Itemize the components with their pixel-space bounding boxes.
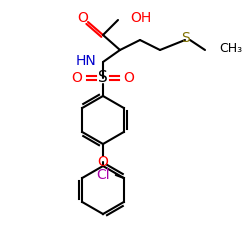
Text: CH₃: CH₃ (219, 42, 242, 54)
Text: S: S (98, 70, 108, 86)
Text: O: O (72, 71, 83, 85)
Text: S: S (180, 31, 190, 45)
Text: Cl: Cl (96, 168, 110, 182)
Text: O: O (98, 155, 108, 169)
Text: O: O (78, 11, 88, 25)
Text: HN: HN (75, 54, 96, 68)
Text: O: O (124, 71, 134, 85)
Text: OH: OH (130, 11, 151, 25)
